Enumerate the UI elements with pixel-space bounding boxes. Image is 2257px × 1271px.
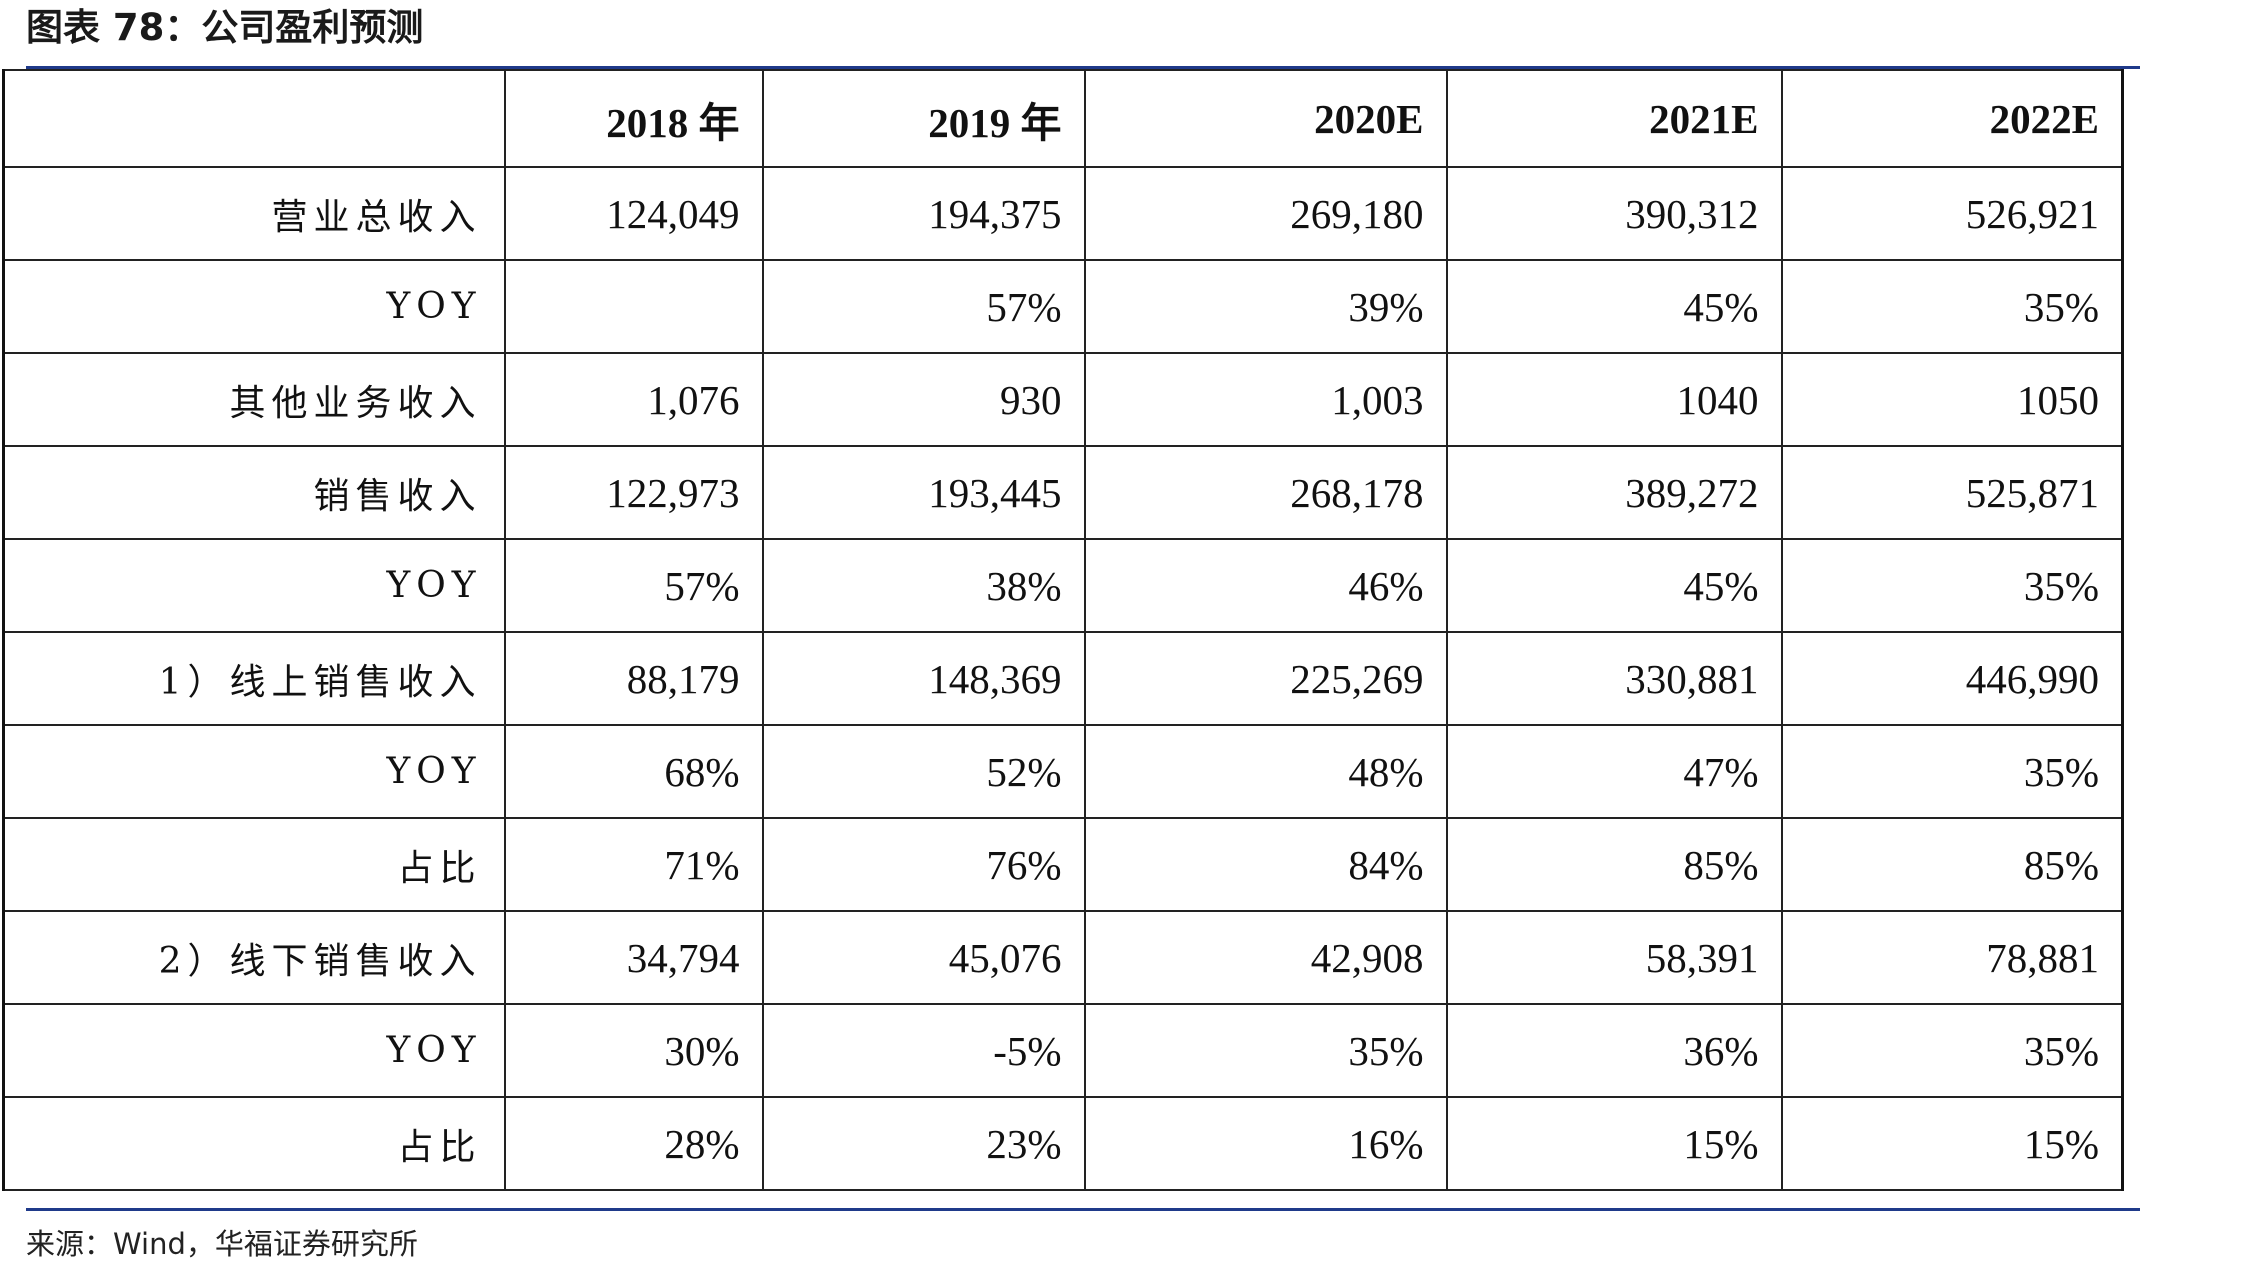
table-cell: 269,180 <box>1083 166 1448 261</box>
table-cell: 35% <box>1780 538 2124 633</box>
table-cell: 1050 <box>1780 352 2124 447</box>
table-cell: 35% <box>1083 1003 1448 1098</box>
table-cell: 88,179 <box>503 631 764 726</box>
table-cell: 57% <box>761 259 1086 354</box>
table-cell: 42,908 <box>1083 910 1448 1005</box>
table-cell: 38% <box>761 538 1086 633</box>
bottom-divider <box>26 1208 2140 1211</box>
table-row: YOY 57% 38% 46% 45% 35% <box>2 538 2124 633</box>
table-row: 销售收入 122,973 193,445 268,178 389,272 525… <box>2 445 2124 540</box>
table-cell: 85% <box>1780 817 2124 912</box>
table-cell: 46% <box>1083 538 1448 633</box>
header-year-2020e: 2020E <box>1083 69 1448 168</box>
row-label: YOY <box>2 724 506 819</box>
table-cell: 124,049 <box>503 166 764 261</box>
table-row: 2）线下销售收入 34,794 45,076 42,908 58,391 78,… <box>2 910 2124 1005</box>
table-row: YOY 30% -5% 35% 36% 35% <box>2 1003 2124 1098</box>
table-cell: 390,312 <box>1445 166 1783 261</box>
table-cell: 68% <box>503 724 764 819</box>
table-cell: 268,178 <box>1083 445 1448 540</box>
table-row: 营业总收入 124,049 194,375 269,180 390,312 52… <box>2 166 2124 261</box>
table-cell: 930 <box>761 352 1086 447</box>
table-cell: 76% <box>761 817 1086 912</box>
table-cell: 45,076 <box>761 910 1086 1005</box>
table-cell: -5% <box>761 1003 1086 1098</box>
table-cell: 39% <box>1083 259 1448 354</box>
table-cell: 1,076 <box>503 352 764 447</box>
table-cell: 389,272 <box>1445 445 1783 540</box>
table-cell: 84% <box>1083 817 1448 912</box>
row-label: YOY <box>2 538 506 633</box>
row-label: 营业总收入 <box>2 166 506 261</box>
header-year-2019: 2019 年 <box>761 69 1086 168</box>
row-label: 1）线上销售收入 <box>2 631 506 726</box>
table-cell: 526,921 <box>1780 166 2124 261</box>
table-row: 占比 28% 23% 16% 15% 15% <box>2 1096 2124 1191</box>
table-row: YOY 57% 39% 45% 35% <box>2 259 2124 354</box>
table-cell: 148,369 <box>761 631 1086 726</box>
header-year-2022e: 2022E <box>1780 69 2124 168</box>
table-cell: 28% <box>503 1096 764 1191</box>
table-cell: 34,794 <box>503 910 764 1005</box>
table-cell: 48% <box>1083 724 1448 819</box>
row-label: 2）线下销售收入 <box>2 910 506 1005</box>
table-cell: 194,375 <box>761 166 1086 261</box>
row-label: 其他业务收入 <box>2 352 506 447</box>
table-cell: 1,003 <box>1083 352 1448 447</box>
table-cell: 52% <box>761 724 1086 819</box>
table-cell: 35% <box>1780 724 2124 819</box>
title-divider <box>26 66 2140 69</box>
profit-forecast-table: 2018 年 2019 年 2020E 2021E 2022E 营业总收入 12… <box>2 69 2124 1191</box>
row-label: 占比 <box>2 817 506 912</box>
row-label: 占比 <box>2 1096 506 1191</box>
table-cell: 225,269 <box>1083 631 1448 726</box>
table-cell: 35% <box>1780 1003 2124 1098</box>
table-row: 1）线上销售收入 88,179 148,369 225,269 330,881 … <box>2 631 2124 726</box>
table-cell: 57% <box>503 538 764 633</box>
table-cell <box>503 259 764 354</box>
table-cell: 15% <box>1445 1096 1783 1191</box>
source-note: 来源：Wind，华福证券研究所 <box>26 1227 418 1261</box>
table-cell: 193,445 <box>761 445 1086 540</box>
table-cell: 30% <box>503 1003 764 1098</box>
table-cell: 23% <box>761 1096 1086 1191</box>
table-cell: 36% <box>1445 1003 1783 1098</box>
table-cell: 45% <box>1445 538 1783 633</box>
row-label: 销售收入 <box>2 445 506 540</box>
table-cell: 78,881 <box>1780 910 2124 1005</box>
header-corner-cell <box>2 69 506 168</box>
table-row: 其他业务收入 1,076 930 1,003 1040 1050 <box>2 352 2124 447</box>
table-cell: 58,391 <box>1445 910 1783 1005</box>
table-row: 占比 71% 76% 84% 85% 85% <box>2 817 2124 912</box>
table-cell: 525,871 <box>1780 445 2124 540</box>
figure-title: 图表 78：公司盈利预测 <box>26 6 424 49</box>
table-cell: 35% <box>1780 259 2124 354</box>
table-cell: 71% <box>503 817 764 912</box>
table-cell: 330,881 <box>1445 631 1783 726</box>
row-label: YOY <box>2 259 506 354</box>
table-cell: 85% <box>1445 817 1783 912</box>
table-row: YOY 68% 52% 48% 47% 35% <box>2 724 2124 819</box>
table-cell: 15% <box>1780 1096 2124 1191</box>
header-year-2021e: 2021E <box>1445 69 1783 168</box>
table-cell: 1040 <box>1445 352 1783 447</box>
table-header-row: 2018 年 2019 年 2020E 2021E 2022E <box>2 69 2124 168</box>
table-cell: 446,990 <box>1780 631 2124 726</box>
header-year-2018: 2018 年 <box>503 69 764 168</box>
table-cell: 16% <box>1083 1096 1448 1191</box>
row-label: YOY <box>2 1003 506 1098</box>
table-cell: 45% <box>1445 259 1783 354</box>
table-cell: 122,973 <box>503 445 764 540</box>
table-cell: 47% <box>1445 724 1783 819</box>
